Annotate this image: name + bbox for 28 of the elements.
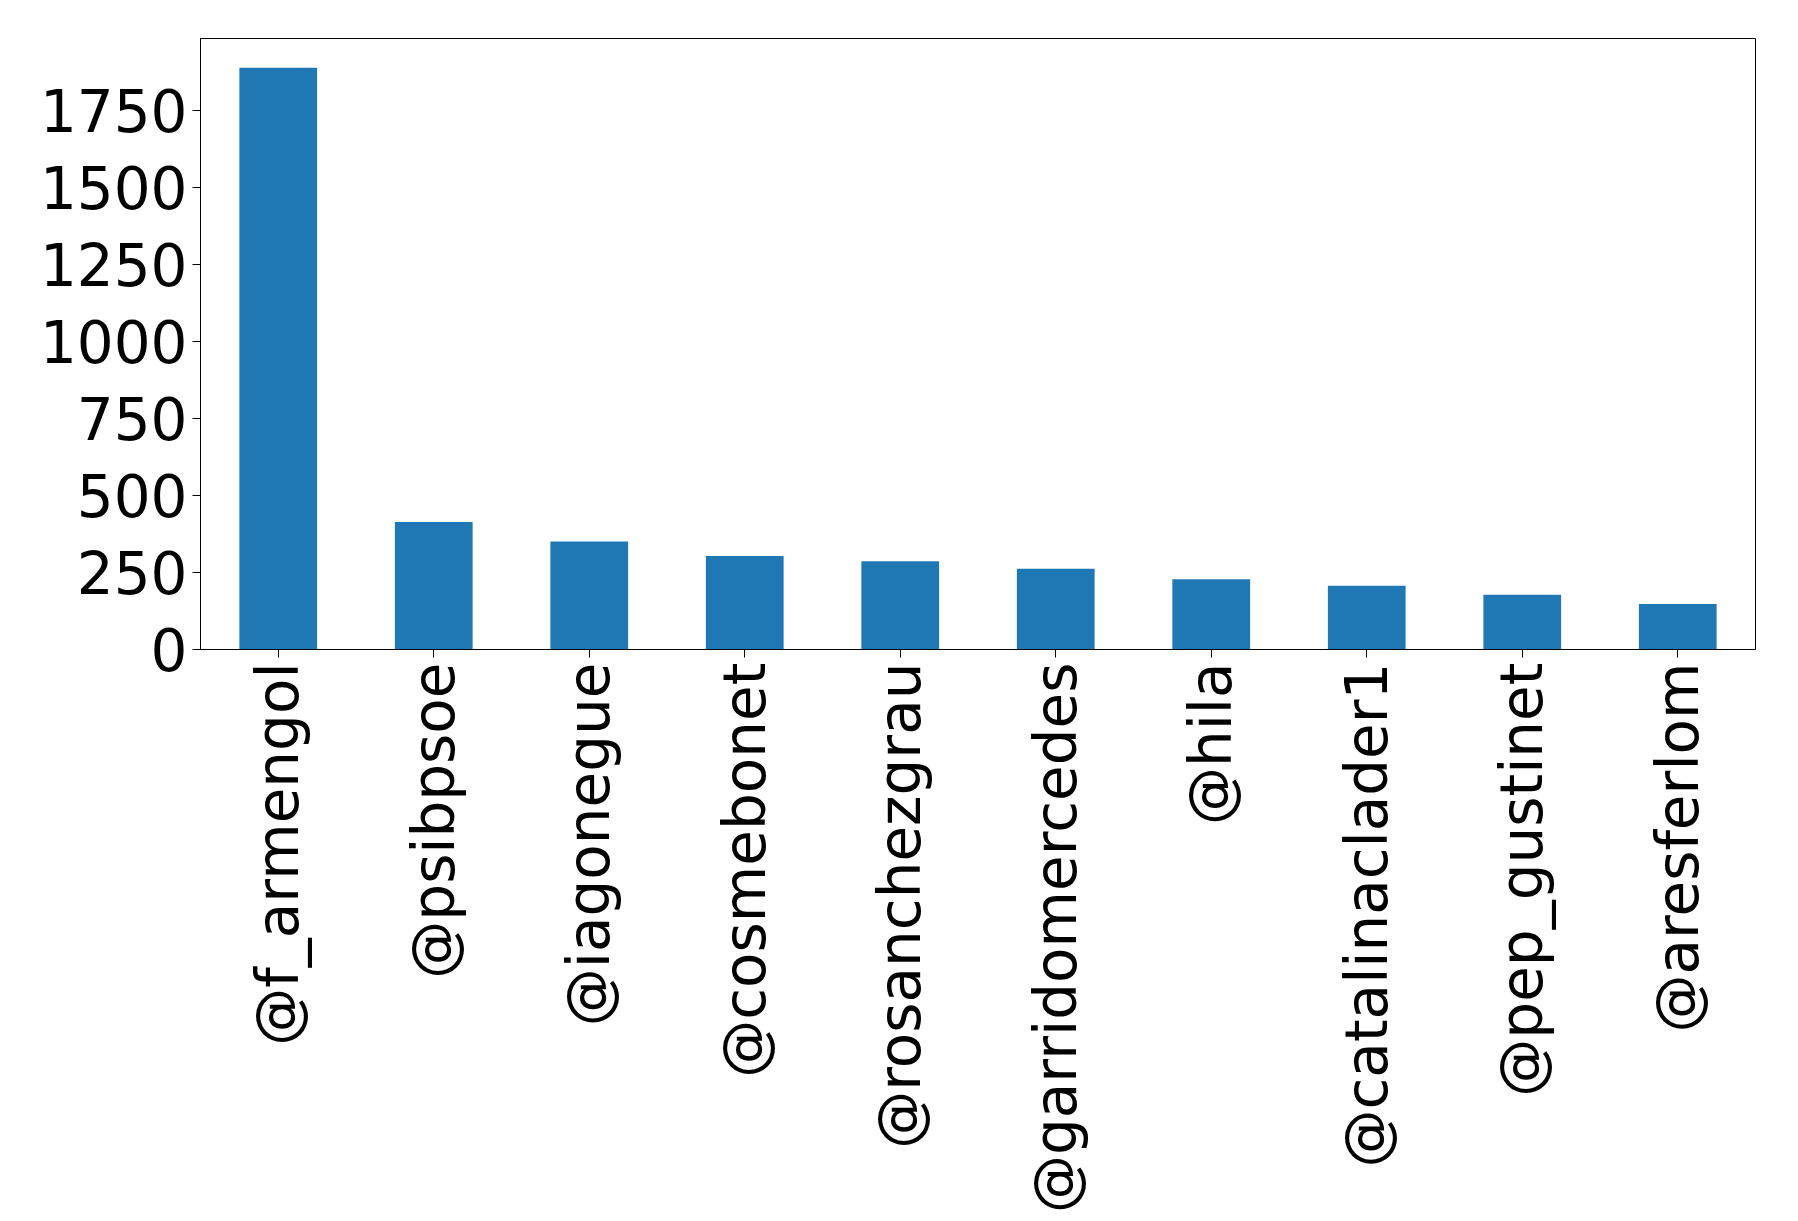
bar [1172, 579, 1251, 650]
x-tick-label: @cosmebonet [710, 662, 779, 1078]
bar [861, 561, 940, 650]
y-tick-label: 1750 [39, 78, 188, 147]
y-tick-label: 500 [76, 463, 188, 532]
x-tick-label: @catalinaclader1 [1332, 662, 1401, 1168]
bar [1483, 594, 1562, 650]
y-tick-label: 1250 [39, 232, 188, 301]
bar [1327, 585, 1406, 650]
x-tick-label: @garridomercedes [1021, 662, 1090, 1213]
bar [550, 541, 629, 650]
bar [705, 555, 784, 650]
x-tick-label: @psibpsoe [399, 662, 468, 979]
y-tick-label: 0 [150, 617, 188, 685]
bar [239, 67, 318, 650]
x-tick-label: @f_armengol [244, 662, 313, 1046]
y-tick-label: 1000 [39, 309, 188, 378]
x-tick-label: @aresferlom [1643, 662, 1712, 1033]
bar [1638, 603, 1717, 650]
x-tick-label: @pep_gustinet [1488, 662, 1557, 1097]
y-tick-label: 250 [76, 540, 188, 609]
y-tick-label: 750 [76, 386, 188, 455]
x-tick-label: @rosanchezgrau [866, 662, 935, 1149]
bar [394, 522, 473, 650]
y-tick-label: 1500 [39, 155, 188, 224]
x-tick-label: @iagonegue [555, 662, 624, 1027]
bar [1016, 568, 1095, 650]
x-tick-label: @hila [1177, 662, 1246, 826]
